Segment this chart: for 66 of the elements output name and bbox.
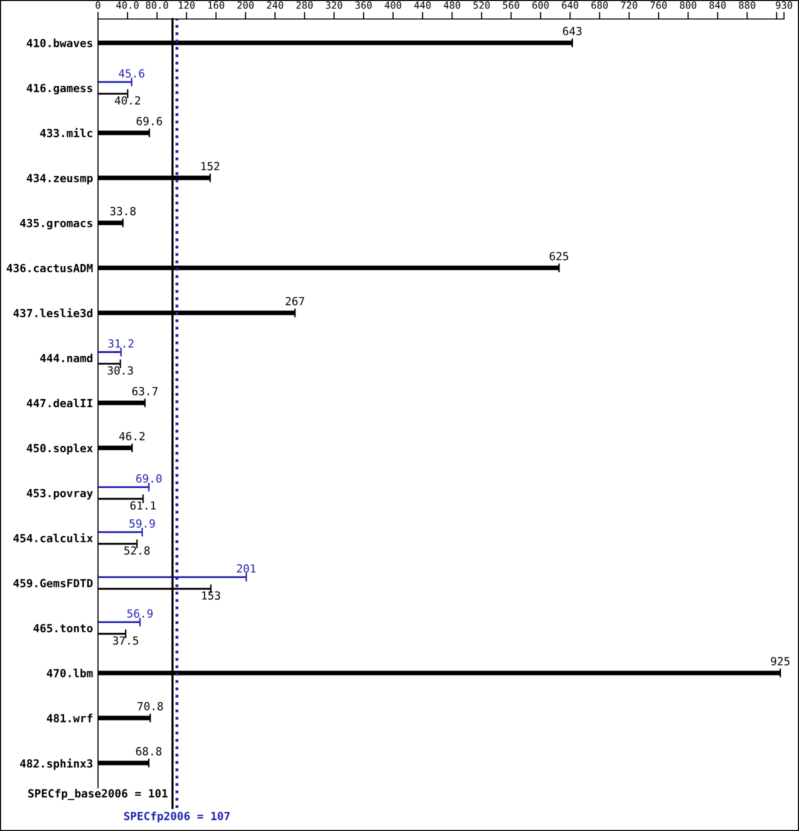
- y-tick-label: 435.gromacs: [20, 218, 92, 230]
- data-label: 30.3: [108, 366, 133, 375]
- x-tick-label: 560: [502, 1, 520, 9]
- data-label: 201: [237, 564, 256, 573]
- y-tick-label: 433.milc: [40, 128, 92, 138]
- x-tick-label: 760: [650, 1, 667, 9]
- x-tick-label: 0: [96, 1, 100, 9]
- ref-line-label: SPECfp2006 = 107: [124, 812, 230, 822]
- x-tick-label: 520: [473, 1, 490, 9]
- x-tick-label: 280: [296, 1, 313, 9]
- data-label: 52.8: [124, 546, 150, 555]
- data-label: 59.9: [130, 519, 155, 528]
- y-tick-label: 410.bwaves: [26, 38, 92, 48]
- y-tick-label: 434.zeusmp: [26, 174, 93, 184]
- y-tick-label: 482.sphinx3: [20, 758, 92, 770]
- x-tick-label: 720: [620, 1, 638, 9]
- y-tick-label: 450.soplex: [26, 444, 93, 454]
- x-tick-label: 40.0: [116, 1, 139, 9]
- x-tick-label: 800: [680, 1, 696, 9]
- x-tick-label: 400: [384, 1, 402, 9]
- data-label: 69.6: [136, 116, 162, 126]
- x-tick-label: 880: [738, 1, 756, 9]
- data-label: 46.2: [119, 432, 145, 440]
- y-tick-label: 444.namd: [40, 354, 92, 362]
- x-tick-label: 640: [562, 1, 578, 9]
- y-tick-label: 470.lbm: [46, 668, 93, 678]
- y-tick-label: 454.calculix: [13, 533, 93, 542]
- data-label: 152: [201, 162, 220, 170]
- data-label: 61.1: [130, 501, 156, 510]
- x-tick-label: 440: [414, 1, 431, 9]
- data-label: 45.6: [118, 69, 144, 78]
- y-tick-label: 481.wrf: [46, 714, 92, 722]
- data-label: 267: [286, 296, 304, 306]
- x-tick-label: 360: [355, 1, 372, 9]
- data-label: 63.7: [132, 386, 158, 396]
- x-tick-label: 160: [208, 1, 224, 9]
- y-tick-label: 447.dealII: [26, 398, 92, 408]
- y-tick-label: 416.gamess: [26, 84, 92, 94]
- y-tick-label: 453.povray: [26, 488, 93, 500]
- y-tick-label: 436.cactusADM: [6, 264, 93, 272]
- data-label: 925: [770, 657, 790, 666]
- data-label: 56.9: [127, 609, 153, 618]
- x-tick-label: 840: [709, 1, 726, 9]
- x-tick-label: 930: [776, 1, 792, 9]
- data-label: 31.2: [108, 339, 134, 348]
- y-tick-label: 465.tonto: [33, 624, 93, 632]
- x-tick-label: 240: [266, 1, 284, 9]
- data-label: 33.8: [110, 206, 136, 216]
- x-tick-label: 80.0: [146, 1, 168, 9]
- y-tick-label: 437.leslie3d: [13, 308, 92, 318]
- x-tick-label: 120: [178, 1, 195, 9]
- y-tick-label: 459.GemsFDTD: [13, 578, 93, 588]
- data-label: 40.2: [114, 96, 140, 105]
- data-label: 68.8: [136, 747, 162, 756]
- x-tick-label: 680: [591, 1, 608, 9]
- data-label: 69.0: [136, 474, 162, 483]
- data-label: 37.5: [113, 636, 138, 645]
- ref-line-label: SPECfp_base2006 = 101: [28, 788, 168, 800]
- x-tick-label: 200: [237, 1, 254, 9]
- data-label: 70.8: [138, 702, 163, 710]
- data-label: 625: [550, 252, 568, 260]
- x-tick-label: 480: [444, 1, 460, 9]
- x-tick-label: 320: [326, 1, 342, 9]
- x-tick-label: 600: [532, 1, 549, 9]
- data-label: 153: [202, 591, 220, 600]
- data-label: 643: [562, 26, 582, 36]
